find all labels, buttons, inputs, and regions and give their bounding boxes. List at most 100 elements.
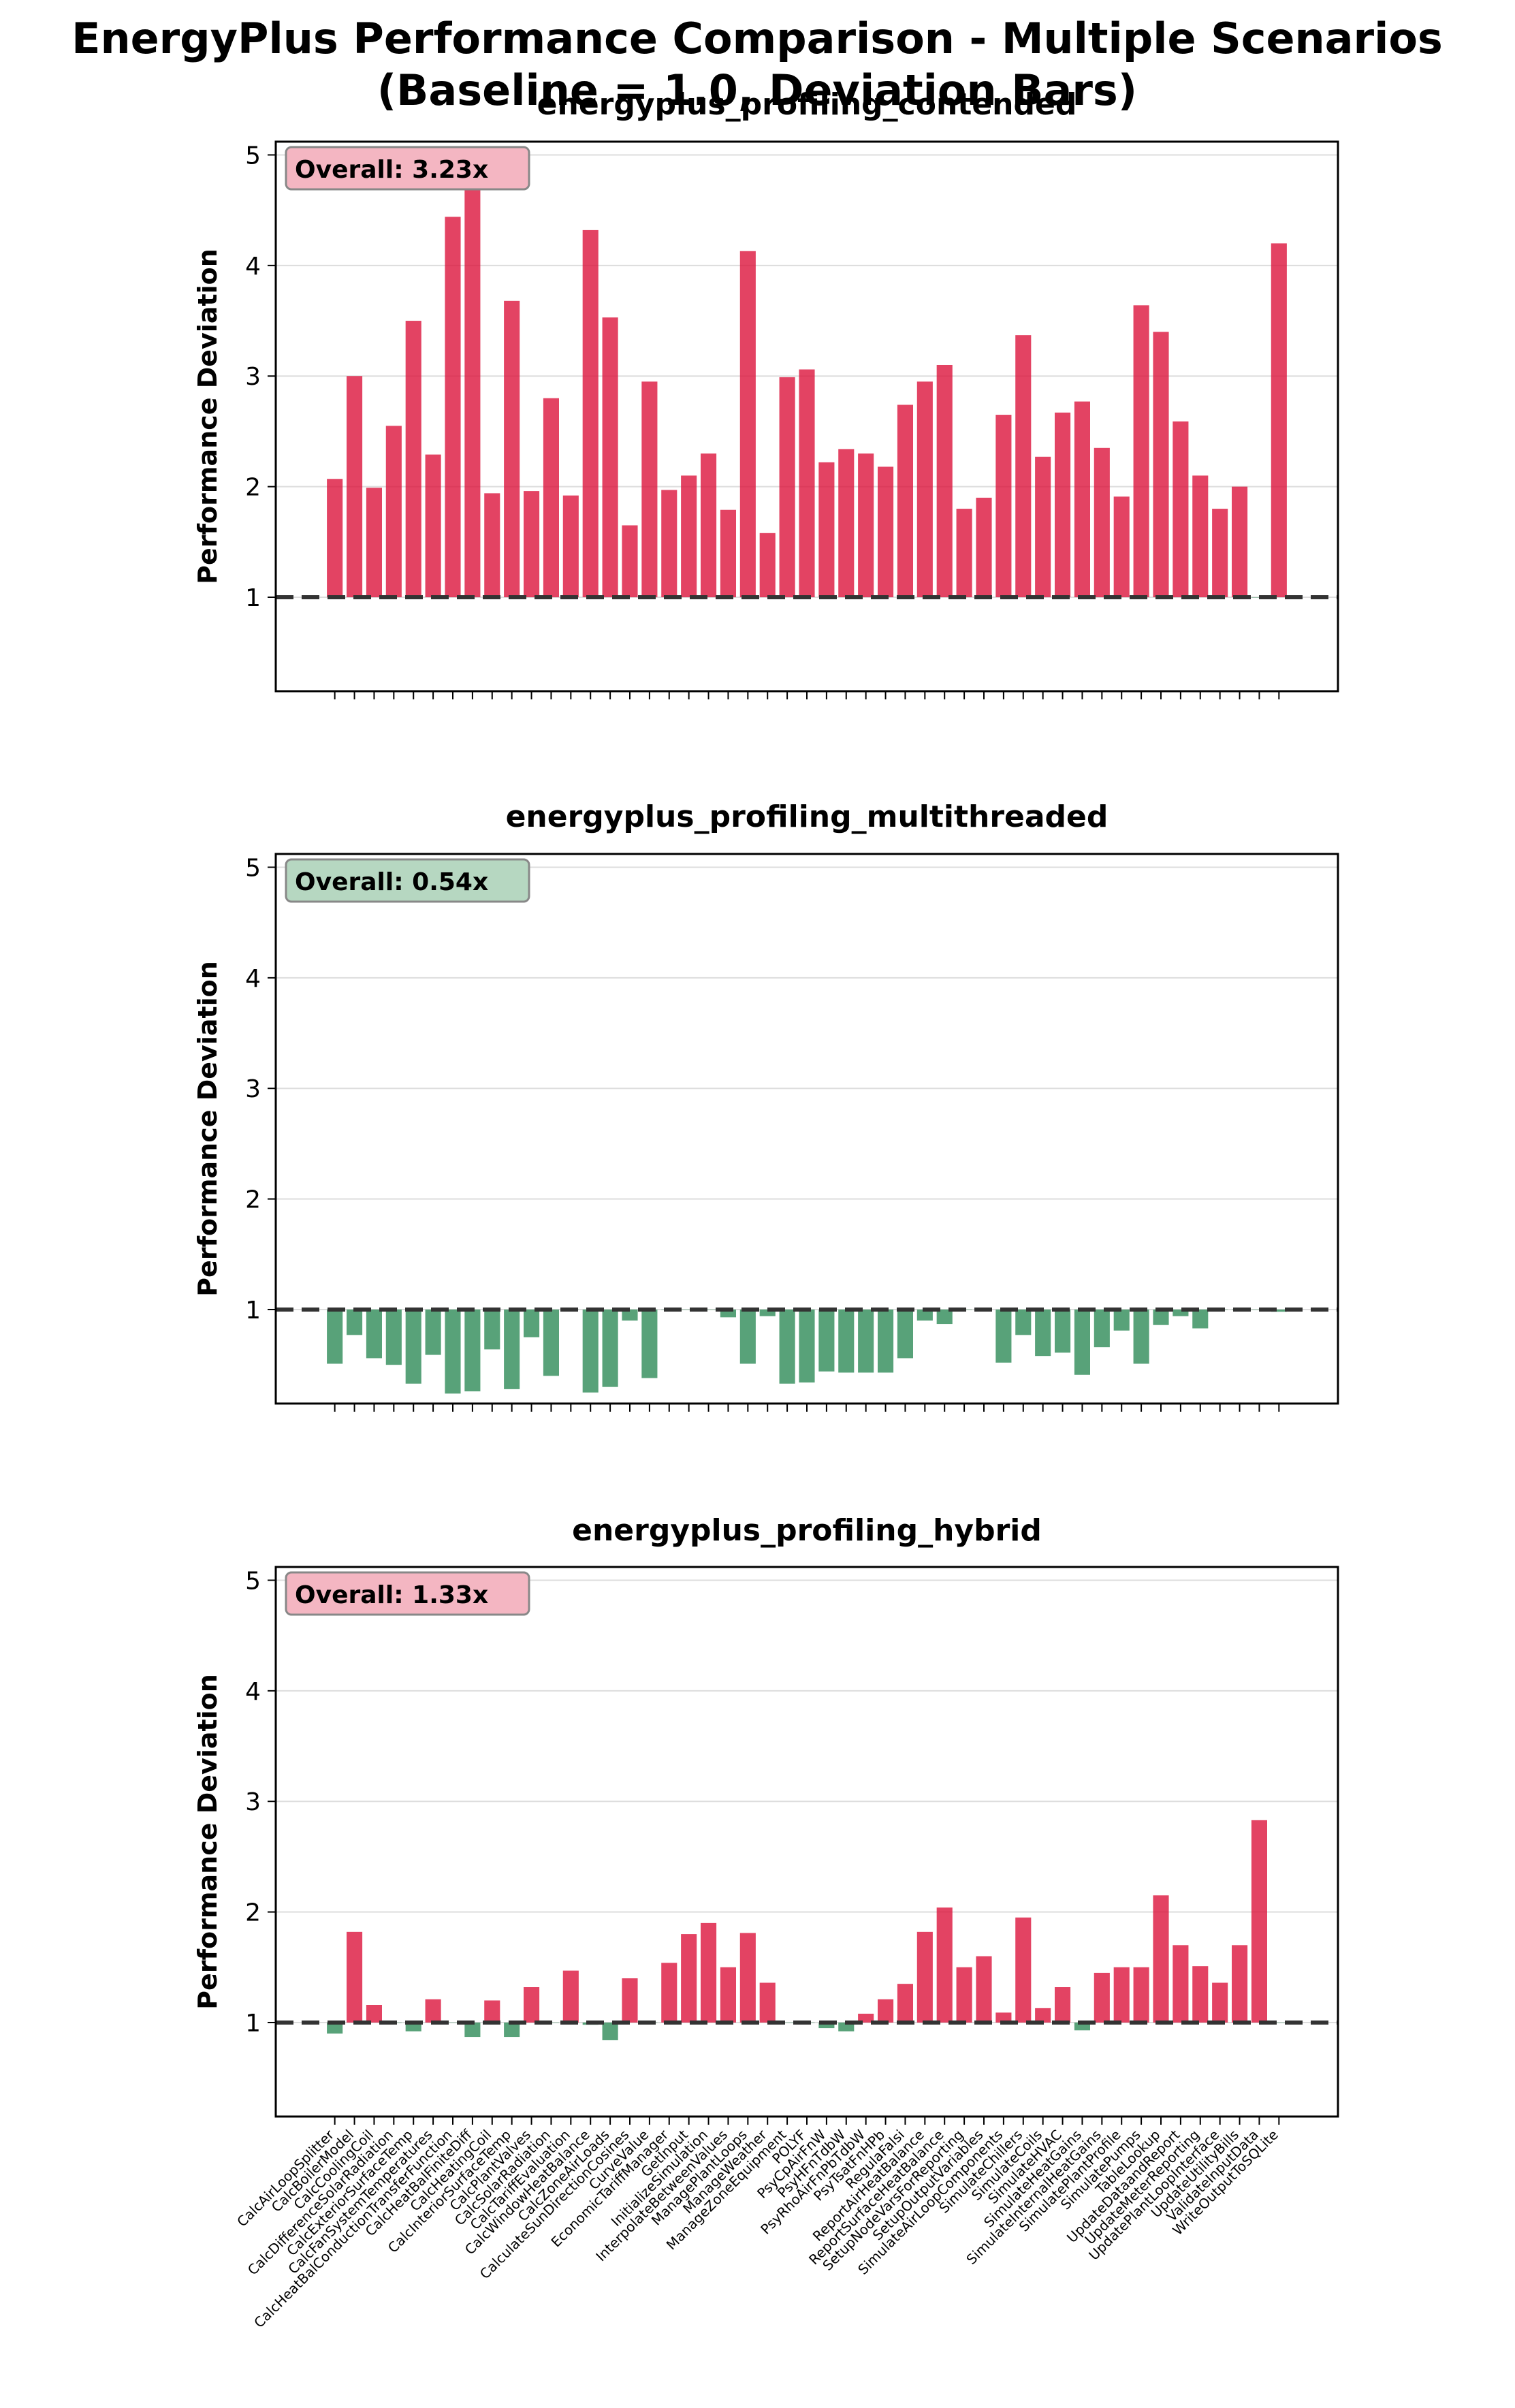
bar (799, 369, 815, 597)
bar (995, 415, 1012, 597)
bar (916, 1309, 933, 1321)
panel-title: energyplus_profiling_hybrid (572, 1513, 1042, 1548)
bar (779, 1309, 795, 1384)
bar (936, 1309, 953, 1325)
bar (327, 2022, 343, 2034)
bar (701, 453, 717, 597)
bar (1055, 1987, 1071, 2023)
figure-title-line1: EnergyPlus Performance Comparison - Mult… (71, 14, 1443, 63)
bar (995, 2012, 1012, 2023)
bar (1133, 1967, 1149, 2023)
bar (366, 1309, 382, 1359)
bar (425, 1999, 441, 2023)
bar (1153, 1309, 1169, 1325)
bar (464, 2022, 481, 2038)
overall-badge (285, 146, 530, 191)
bar (484, 2000, 500, 2023)
y-tick-label: 4 (245, 1678, 261, 1706)
bar (1153, 332, 1169, 597)
bar (661, 1963, 677, 2023)
bar (484, 493, 500, 597)
chart-panel-2: 1 2 3 4 5 energyplus_profiling_multithreaded P… (193, 799, 1339, 1412)
bar (936, 364, 953, 597)
bar (1094, 1972, 1110, 2023)
bar (681, 475, 697, 597)
bar (739, 1309, 756, 1364)
bar (1192, 1966, 1209, 2023)
panel-title: energyplus_profiling_multithreaded (506, 799, 1109, 834)
bar (1212, 509, 1228, 597)
bar (720, 1967, 736, 2023)
bar (562, 1970, 579, 2023)
bar (1153, 1895, 1169, 2023)
chart-panel-1: 1 2 3 4 5 energyplus_profiling_contended Perfo… (193, 87, 1339, 699)
bar (1015, 1309, 1032, 1335)
bar (759, 533, 776, 597)
y-axis-label: Performance Deviation (193, 961, 223, 1297)
y-tick-label: 3 (245, 363, 261, 391)
bar (838, 449, 855, 597)
y-tick-label: 3 (245, 1788, 261, 1816)
bar (1251, 1820, 1267, 2023)
bar (622, 1309, 638, 1321)
bar (385, 426, 402, 597)
bar (582, 229, 599, 597)
overall-badge-label: Overall: 0.54x (295, 868, 488, 896)
overall-badge (285, 1571, 530, 1616)
bar (641, 381, 658, 597)
bar (1113, 496, 1130, 597)
bar (327, 1309, 343, 1364)
overall-badge (285, 858, 530, 903)
bar (1035, 1309, 1051, 1357)
bar (1113, 1967, 1130, 2023)
y-tick-label: 4 (245, 965, 261, 993)
bar (976, 1956, 992, 2023)
bar (936, 1907, 953, 2023)
bar (1035, 2008, 1051, 2023)
bar (759, 1982, 776, 2023)
bar (445, 217, 461, 597)
bar (858, 453, 874, 597)
bar (622, 525, 638, 597)
bar (543, 1309, 559, 1376)
bar (739, 1933, 756, 2023)
bar (504, 300, 520, 597)
chart-panel-3: 12345CalcAirLoopSplitterCalcBoilerModelC… (193, 1513, 1339, 2331)
bar (1173, 1945, 1189, 2023)
y-tick-label: 5 (245, 142, 261, 170)
bar (759, 1309, 776, 1316)
bar (1192, 1309, 1209, 1329)
bar (897, 1984, 913, 2023)
bar (1113, 1309, 1130, 1331)
y-tick-label: 4 (245, 253, 261, 281)
y-tick-label: 2 (245, 1186, 261, 1214)
bar (524, 1987, 540, 2023)
y-tick-label: 1 (245, 584, 261, 612)
bar (1173, 421, 1189, 597)
bar (543, 398, 559, 597)
y-tick-label: 1 (245, 1297, 261, 1325)
y-axis-label: Performance Deviation (193, 249, 223, 584)
bar (956, 1967, 972, 2023)
bar (1271, 1309, 1287, 1312)
bar (739, 251, 756, 597)
bar (385, 1309, 402, 1365)
bar (504, 1309, 520, 1389)
bar (818, 1309, 835, 1372)
bar (916, 1931, 933, 2023)
bar (1212, 1982, 1228, 2023)
bar (1074, 2022, 1090, 2031)
panel-title: energyplus_profiling_contended (537, 87, 1077, 122)
plot-frame (274, 1566, 1339, 2118)
bar (779, 377, 795, 597)
bar (878, 466, 894, 597)
bar (956, 509, 972, 597)
bar (425, 1309, 441, 1355)
bar (878, 1999, 894, 2023)
bar (524, 1309, 540, 1337)
bar (1232, 1945, 1248, 2023)
y-tick-label: 3 (245, 1075, 261, 1103)
bar (504, 2022, 520, 2038)
